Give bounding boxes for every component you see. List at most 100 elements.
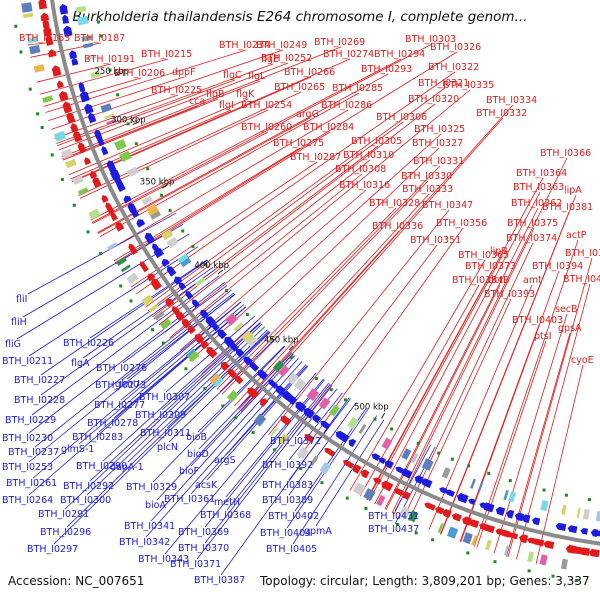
reverse-gene-label-leader — [31, 275, 220, 416]
reverse-feature — [235, 348, 245, 358]
reverse-cog-block — [421, 458, 434, 471]
forward-gene-label-leader — [99, 92, 360, 238]
forward-gene-label: secB — [555, 304, 578, 315]
outer-marker — [28, 87, 32, 91]
forward-gene-label: BTH_I0285 — [332, 83, 383, 94]
forward-gene-label-leader — [201, 147, 440, 375]
reverse-feature — [400, 468, 413, 479]
reverse-gene-label: bioD — [187, 449, 209, 460]
forward-gene-label: BTH_I0286 — [321, 100, 372, 111]
outer-marker — [151, 328, 155, 332]
forward-gene-label: BTH_I0287 — [290, 152, 341, 163]
reverse-feature — [320, 420, 331, 430]
outer-marker — [466, 551, 470, 555]
forward-cog-block — [27, 36, 39, 44]
forward-feature — [194, 334, 205, 345]
reverse-gene-label-leader — [120, 301, 242, 401]
reverse-gene-label: BTH_I0230 — [2, 433, 53, 444]
forward-gene-label: BTH_I0366 — [540, 148, 591, 159]
reverse-gene-label: glmS-1 — [61, 444, 94, 455]
reverse-cog-block — [595, 510, 600, 522]
forward-cog-block — [71, 174, 84, 186]
forward-cog-block — [309, 455, 319, 467]
reverse-gene-label: argS — [214, 455, 236, 466]
reverse-feature — [378, 457, 386, 465]
forward-gene-label: BTH_I0308 — [335, 164, 386, 175]
reverse-cog-block — [75, 5, 87, 13]
forward-gene-label: dppF — [172, 67, 196, 78]
reverse-feature — [79, 90, 90, 103]
outer-marker — [234, 416, 238, 420]
outer-marker — [161, 341, 165, 345]
outer-marker — [364, 506, 368, 510]
reverse-gene-label: BTH_I0431 — [368, 511, 419, 522]
reverse-gene-label: BTH_I0372 — [270, 436, 321, 447]
forward-feature — [39, 0, 45, 3]
reverse-gene-label-leader — [28, 246, 199, 357]
reverse-feature — [96, 135, 105, 147]
reverse-cog-block — [77, 15, 89, 26]
forward-cog-block — [399, 506, 411, 519]
reverse-gene-label-leader — [34, 289, 232, 448]
reverse-gene-label: bioA — [145, 500, 166, 511]
reverse-feature — [192, 299, 200, 308]
outer-marker — [203, 387, 207, 391]
reverse-feature — [414, 475, 424, 484]
forward-gene-label-leader — [535, 364, 584, 565]
reverse-cog-block — [90, 70, 102, 79]
reverse-feature — [223, 336, 235, 347]
scale-tick-mark — [381, 413, 386, 419]
forward-gene-label: BTH_I0316 — [339, 180, 390, 191]
reverse-cog-block — [441, 467, 451, 479]
forward-gene-label-leader — [169, 89, 471, 339]
forward-gene-label-leader — [107, 109, 349, 251]
forward-gene-label: BTH_I0334 — [486, 95, 537, 106]
forward-feature — [128, 243, 138, 256]
forward-gene-label: BTH_I0403 — [512, 315, 563, 326]
outer-marker — [129, 299, 133, 303]
forward-gene-label: lipB — [490, 246, 508, 257]
forward-gene-label: BTH_I0234 — [219, 40, 270, 51]
forward-gene-label: BTH_I0163 — [19, 33, 70, 44]
outer-marker — [221, 404, 225, 408]
reverse-gene-label-leader — [53, 331, 271, 545]
forward-feature — [175, 312, 186, 322]
reverse-gene-label-leader — [288, 392, 343, 461]
reverse-gene-label-leader — [190, 364, 307, 495]
forward-gene-label: BTH_I0330 — [401, 171, 452, 182]
topology-text: Topology: circular; Length: 3,809,201 bp… — [260, 574, 590, 588]
forward-feature — [89, 170, 98, 179]
reverse-feature — [106, 160, 117, 173]
reverse-feature — [62, 14, 69, 24]
forward-gene-label: BTH_I0393 — [484, 289, 535, 300]
forward-cog-block — [527, 551, 535, 563]
forward-feature — [181, 319, 192, 329]
reverse-gene-label-leader — [122, 285, 228, 364]
reverse-gene-label: BTH_I0402 — [268, 511, 319, 522]
reverse-gene-label: BTH_I0264 — [2, 495, 53, 506]
inner-marker — [390, 427, 394, 431]
forward-gene-label: BTH_I0401 — [563, 274, 600, 285]
forward-gene-label-leader — [152, 145, 379, 318]
forward-cog-block — [107, 242, 118, 251]
reverse-cog-block — [576, 507, 581, 519]
reverse-gene-label-leader — [296, 388, 338, 437]
forward-feature — [304, 433, 315, 443]
reverse-gene-label: BTH_I0253 — [2, 462, 53, 473]
forward-gene-label-leader — [403, 242, 534, 519]
forward-gene-label-leader — [70, 109, 232, 180]
forward-gene-label-leader — [113, 147, 301, 262]
reverse-gene-label: BTH_I0237 — [8, 447, 59, 458]
outer-marker — [119, 284, 123, 288]
reverse-gene-label: BTH_I0387 — [194, 575, 245, 586]
forward-cog-block — [278, 433, 290, 445]
inner-marker — [450, 457, 454, 461]
reverse-gene-label: bioF — [179, 466, 199, 477]
scale-tick-label: 450 kbp — [264, 336, 299, 346]
reverse-gene-label: BTH_I0370 — [178, 543, 229, 554]
reverse-feature — [395, 466, 404, 474]
forward-gene-label: BTH_I0252 — [261, 53, 312, 64]
forward-feature — [56, 80, 64, 89]
forward-feature — [47, 49, 57, 58]
backbone-circle — [50, 0, 600, 546]
